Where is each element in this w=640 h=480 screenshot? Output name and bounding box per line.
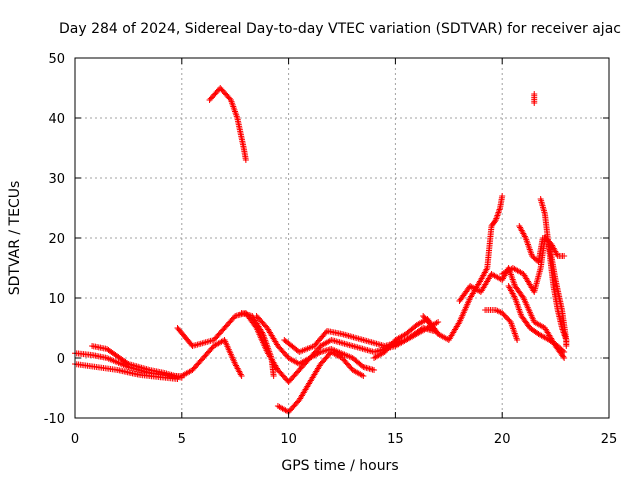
x-tick-label: 5 <box>178 432 186 447</box>
series-track-p <box>516 223 570 349</box>
series-track-e <box>206 85 249 163</box>
grid-lines <box>75 58 609 418</box>
data-point <box>360 373 367 379</box>
x-tick-label: 15 <box>387 432 404 447</box>
x-tick-label: 10 <box>280 432 297 447</box>
data-point <box>561 355 568 361</box>
y-tick-label: 50 <box>48 52 65 67</box>
chart-title: Day 284 of 2024, Sidereal Day-to-day VTE… <box>59 21 621 37</box>
x-tick-label: 20 <box>494 432 511 447</box>
data-series <box>72 85 570 415</box>
data-point <box>563 343 570 349</box>
data-point <box>322 329 329 336</box>
y-tick-label: 20 <box>48 232 65 247</box>
series-track-n <box>505 283 568 355</box>
data-point <box>238 373 245 379</box>
data-point <box>491 218 498 225</box>
data-point <box>531 91 538 97</box>
series-track-h <box>274 349 367 415</box>
y-tick-label: 0 <box>57 352 65 367</box>
series-track-r <box>531 91 538 106</box>
y-tick-label: 30 <box>48 172 65 187</box>
series-track-q <box>537 196 570 343</box>
y-tick-label: 10 <box>48 292 65 307</box>
data-point <box>178 374 185 381</box>
data-point <box>560 353 567 360</box>
data-point <box>270 373 277 379</box>
series-track-m <box>482 307 521 343</box>
data-point <box>123 360 130 366</box>
data-point <box>559 347 566 354</box>
y-axis: -10 0 10 20 30 40 50 <box>44 52 609 427</box>
data-point <box>561 253 568 259</box>
data-point <box>561 349 568 355</box>
series-track-g <box>238 310 277 379</box>
series-track-c <box>89 343 185 381</box>
data-point <box>499 193 506 199</box>
y-tick-label: 40 <box>48 112 65 127</box>
series-track-k <box>420 193 506 343</box>
data-point <box>435 319 442 325</box>
y-tick-label: -10 <box>44 412 65 427</box>
data-point <box>563 337 570 343</box>
x-tick-label: 0 <box>71 432 79 447</box>
x-axis-label: GPS time / hours <box>281 458 398 474</box>
x-axis: 0 5 10 15 20 25 <box>71 58 617 447</box>
y-axis-label: SDTVAR / TECUs <box>7 181 23 296</box>
x-tick-label: 25 <box>601 432 618 447</box>
series-track-j <box>371 316 442 361</box>
data-point <box>371 367 378 373</box>
data-point <box>514 337 521 343</box>
series-track-d <box>174 310 378 385</box>
data-point <box>242 157 249 163</box>
